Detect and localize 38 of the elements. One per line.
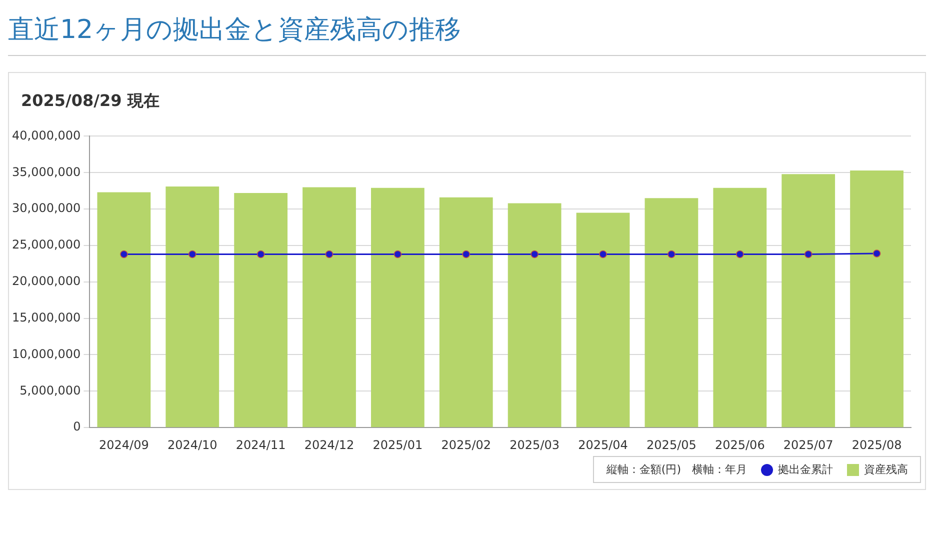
chart-subtitle: 2025/08/29 現在 (20, 90, 160, 112)
y-tick-label: 5,000,000 (20, 383, 81, 398)
x-tick-label: 2025/08 (852, 438, 902, 452)
bar (850, 170, 904, 428)
bar (439, 197, 493, 428)
bar (371, 188, 424, 428)
y-tick-label: 35,000,000 (12, 164, 81, 179)
y-tick-label: 30,000,000 (12, 201, 81, 216)
bar (97, 192, 151, 428)
y-tick-label: 25,000,000 (12, 238, 81, 252)
x-tick-label: 2025/05 (646, 438, 696, 452)
y-tick-label: 40,000,000 (12, 128, 81, 142)
x-tick-label: 2025/01 (372, 438, 423, 452)
x-tick-label: 2025/03 (510, 438, 560, 452)
bar (782, 174, 836, 428)
x-tick-label: 2024/09 (99, 438, 149, 452)
bar (713, 188, 767, 428)
bar (576, 212, 630, 428)
y-tick-label: 20,000,000 (12, 274, 81, 288)
bar (302, 187, 356, 428)
x-tick-label: 2025/06 (714, 438, 765, 452)
y-tick-label: 15,000,000 (12, 310, 81, 324)
bar (234, 193, 288, 428)
x-tick-label: 2025/02 (441, 438, 492, 452)
chart-title: 直近12ヶ月の拠出金と資産残高の推移 (8, 8, 926, 56)
legend-label: 資産残高 (864, 462, 908, 477)
bar (508, 203, 562, 428)
x-tick-label: 2024/10 (167, 438, 218, 452)
bar (644, 198, 698, 428)
legend-label: 拠出金累計 (778, 462, 833, 477)
x-tick-label: 2024/11 (236, 438, 286, 452)
x-tick-label: 2025/07 (783, 438, 834, 452)
y-tick-label: 0 (73, 420, 81, 434)
x-tick-label: 2024/12 (304, 438, 354, 452)
bar (166, 186, 220, 428)
x-tick-label: 2025/04 (578, 438, 628, 452)
text: 縦軸：金額(円) 横軸：年月 (606, 462, 747, 477)
y-tick-label: 10,000,000 (12, 346, 81, 361)
